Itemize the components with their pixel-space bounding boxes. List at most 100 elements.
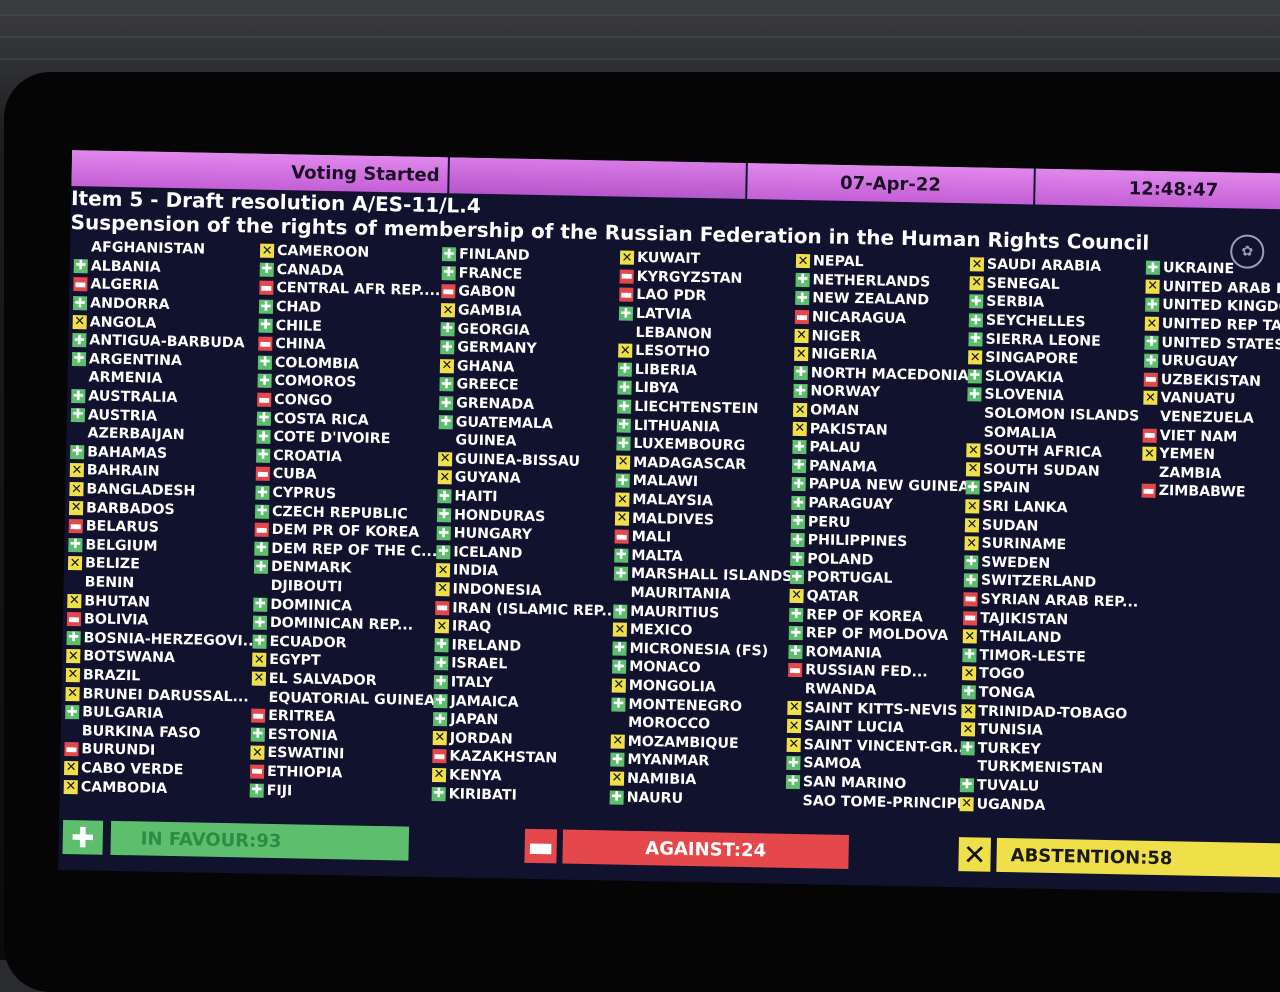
minus-icon: ▬	[1141, 483, 1156, 499]
plus-icon: ✚	[964, 554, 979, 570]
country-name: MONACO	[629, 659, 701, 677]
country-name: BAHAMAS	[87, 444, 168, 462]
country-name: UNITED STATES	[1161, 334, 1280, 353]
plus-icon: ✚	[257, 373, 272, 389]
country-name: ECUADOR	[269, 633, 347, 652]
country-name: BOSNIA-HERZEGOVI...	[83, 630, 260, 650]
minus-icon: ▬	[788, 662, 803, 678]
country-name: AUSTRIA	[87, 406, 158, 425]
x-icon: ✕	[67, 593, 82, 609]
country-name: LAO PDR	[636, 287, 707, 305]
x-icon: ✕	[64, 760, 79, 776]
plus-icon: ✚	[1145, 260, 1161, 276]
minus-icon: ▬	[1142, 427, 1157, 443]
plus-icon: ✚	[795, 272, 810, 288]
country-name: PARAGUAY	[808, 495, 894, 513]
minus-icon: ▬	[524, 828, 558, 864]
country-name: INDIA	[452, 562, 499, 580]
x-icon: ✕	[969, 275, 984, 291]
plus-icon: ✚	[256, 447, 271, 464]
x-icon: ✕	[965, 498, 980, 514]
plus-icon: ✚	[439, 377, 454, 393]
country-name: CONGO	[274, 391, 333, 410]
country-name: BULGARIA	[82, 704, 164, 722]
blank-icon	[71, 370, 85, 384]
country-name: ANDORRA	[89, 295, 170, 313]
country-name: THAILAND	[979, 628, 1062, 647]
country-name: SAO TOME-PRINCIPE	[802, 792, 967, 812]
country-name: SAMOA	[803, 755, 862, 773]
minus-icon: ▬	[64, 741, 79, 758]
country-name: BELARUS	[85, 518, 160, 536]
country-name: SIERRA LEONE	[985, 331, 1101, 350]
country-name: PORTUGAL	[806, 569, 893, 588]
x-icon: ✕	[440, 302, 456, 318]
x-icon: ✕	[964, 535, 979, 552]
country-name: KAZAKHSTAN	[449, 748, 558, 767]
plus-icon: ✚	[66, 630, 81, 646]
x-icon: ✕	[961, 703, 976, 719]
country-name: SUDAN	[981, 517, 1039, 535]
x-icon: ✕	[69, 481, 84, 497]
country-name: SAN MARINO	[802, 774, 907, 793]
plus-icon: ✚	[433, 693, 448, 709]
plus-icon: ✚	[440, 321, 455, 337]
country-name: SLOVAKIA	[984, 368, 1064, 386]
x-icon: ✕	[435, 581, 450, 597]
country-name: MALAWI	[632, 473, 699, 491]
plus-icon: ✚	[254, 540, 269, 557]
x-icon: ✕	[65, 667, 81, 683]
plus-icon: ✚	[789, 606, 804, 623]
country-name: NIGERIA	[811, 346, 878, 364]
plus-icon: ✚	[790, 551, 805, 567]
country-name: SWITZERLAND	[980, 572, 1097, 592]
country-column-2: ✕ CAMEROON ✚ CANADA ▬ CENTRAL AFR REP.... ✚ CHA…	[249, 242, 451, 803]
x-icon: ✕	[67, 555, 83, 572]
x-icon: ✕	[259, 243, 275, 259]
x-icon: ✕	[609, 770, 625, 787]
country-name: SERBIA	[986, 294, 1045, 312]
blank-icon	[1142, 465, 1156, 479]
country-name: ROMANIA	[805, 643, 882, 662]
country-name: SYRIAN ARAB REP...	[980, 591, 1139, 611]
plus-icon: ✚	[254, 503, 270, 519]
plus-icon: ✚	[612, 659, 627, 675]
x-icon: ✕	[435, 562, 451, 579]
country-name: ALGERIA	[90, 276, 160, 295]
x-icon: ✕	[439, 358, 455, 374]
plus-icon: ✚	[68, 537, 83, 553]
country-name: FIJI	[266, 782, 293, 799]
country-name: POLAND	[807, 550, 874, 569]
country-name: MONGOLIA	[628, 677, 717, 696]
country-name: UZBEKISTAN	[1160, 371, 1262, 390]
x-icon: ✕	[786, 737, 801, 753]
plus-icon: ✚	[790, 514, 806, 530]
plus-icon: ✚	[788, 625, 803, 641]
x-icon: ✕	[962, 628, 977, 645]
country-name: PALAU	[809, 439, 861, 457]
country-name: BARBADOS	[85, 499, 175, 518]
country-name: ANTIGUA-BARBUDA	[89, 332, 245, 352]
country-name: VENEZUELA	[1159, 408, 1254, 427]
plus-icon: ✚	[258, 317, 273, 334]
country-column-7: ✚ UKRAINE ✕ UNITED ARAB EM ✚ UNITED KINGDOM ✕ U…	[1141, 259, 1280, 504]
country-name: ISRAEL	[451, 655, 508, 673]
country-name: ZAMBIA	[1158, 464, 1222, 482]
x-icon: ✕	[1142, 446, 1157, 462]
country-name: TRINIDAD-TOBAGO	[978, 703, 1128, 722]
country-name: COLOMBIA	[274, 354, 360, 373]
plus-icon: ✚	[441, 265, 456, 281]
plus-icon: ✚	[968, 331, 983, 347]
x-icon: ✕	[793, 402, 808, 418]
plus-icon: ✚	[436, 507, 452, 523]
x-icon: ✕	[615, 492, 630, 508]
plus-icon: ✚	[616, 417, 631, 433]
plus-icon: ✚	[1144, 353, 1159, 369]
country-name: SENEGAL	[986, 275, 1060, 293]
plus-icon: ✚	[434, 637, 449, 653]
country-name: LIBERIA	[634, 361, 698, 379]
x-icon: ✕	[66, 648, 81, 665]
blank-icon	[618, 325, 632, 339]
country-name: IRELAND	[451, 637, 522, 655]
country-name: MONTENEGRO	[628, 696, 743, 715]
